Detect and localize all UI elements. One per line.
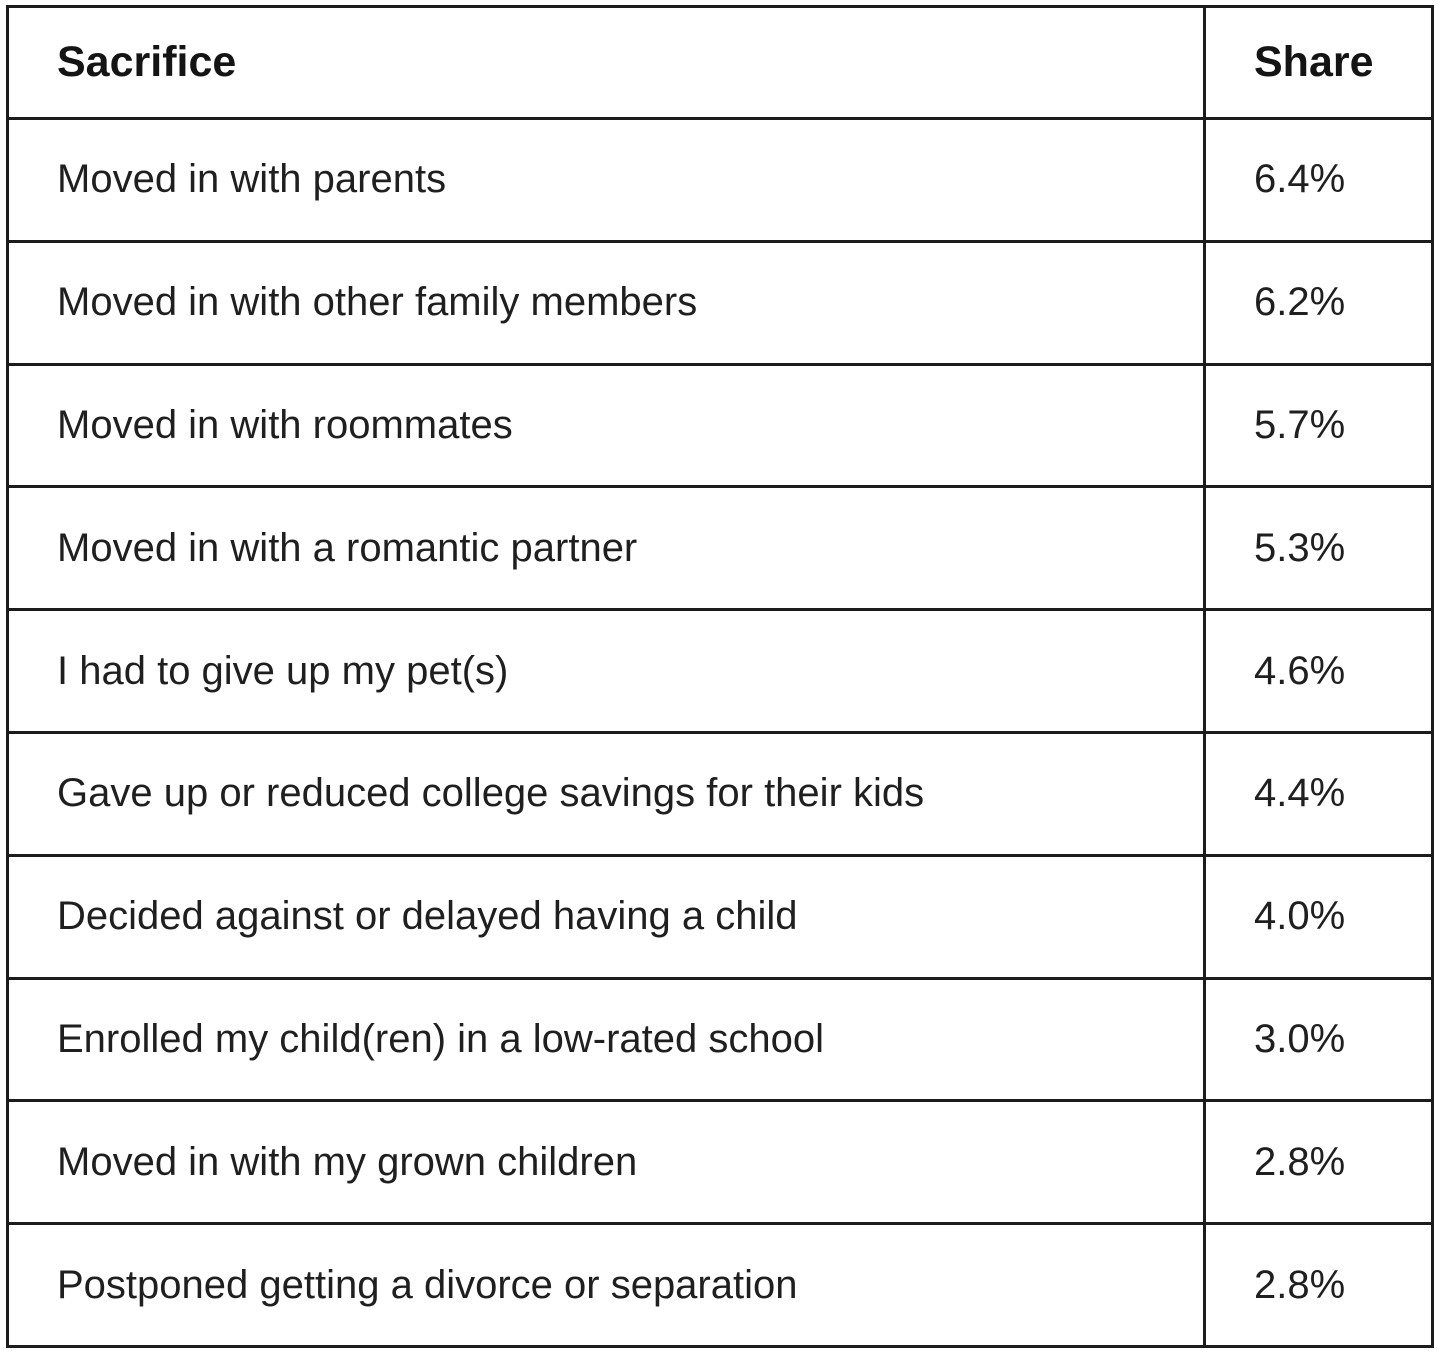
sacrifice-share-table: Sacrifice Share Moved in with parents 6.… xyxy=(6,5,1434,1348)
column-header-share: Share xyxy=(1203,5,1434,120)
share-cell: 6.4% xyxy=(1203,117,1434,243)
table-row: Moved in with roommates 5.7% xyxy=(6,362,1434,489)
table-row: Moved in with parents 6.4% xyxy=(6,117,1434,243)
sacrifice-cell: Decided against or delayed having a chil… xyxy=(6,853,1206,980)
sacrifice-cell: Moved in with other family members xyxy=(6,239,1206,366)
sacrifice-cell: Moved in with parents xyxy=(6,117,1206,243)
share-cell: 2.8% xyxy=(1203,1099,1434,1226)
sacrifice-cell: Moved in with my grown children xyxy=(6,1099,1206,1226)
share-cell: 5.7% xyxy=(1203,362,1434,489)
share-cell: 6.2% xyxy=(1203,239,1434,366)
sacrifice-cell: Moved in with roommates xyxy=(6,362,1206,489)
share-cell: 4.6% xyxy=(1203,608,1434,734)
column-header-sacrifice: Sacrifice xyxy=(6,5,1206,120)
table-row: Enrolled my child(ren) in a low-rated sc… xyxy=(6,976,1434,1103)
share-cell: 3.0% xyxy=(1203,976,1434,1103)
table-row: Moved in with a romantic partner 5.3% xyxy=(6,485,1434,612)
table-row: Moved in with other family members 6.2% xyxy=(6,239,1434,366)
table-row: Postponed getting a divorce or separatio… xyxy=(6,1222,1434,1348)
sacrifice-cell: Gave up or reduced college savings for t… xyxy=(6,730,1206,857)
table-row: Decided against or delayed having a chil… xyxy=(6,853,1434,980)
sacrifice-cell: Postponed getting a divorce or separatio… xyxy=(6,1222,1206,1348)
sacrifice-cell: I had to give up my pet(s) xyxy=(6,608,1206,734)
table-row: Gave up or reduced college savings for t… xyxy=(6,730,1434,857)
share-cell: 2.8% xyxy=(1203,1222,1434,1348)
table-body: Moved in with parents 6.4% Moved in with… xyxy=(6,117,1434,1348)
share-cell: 4.4% xyxy=(1203,730,1434,857)
sacrifice-cell: Enrolled my child(ren) in a low-rated sc… xyxy=(6,976,1206,1103)
header-row: Sacrifice Share xyxy=(6,5,1434,120)
table-row: Moved in with my grown children 2.8% xyxy=(6,1099,1434,1226)
share-cell: 4.0% xyxy=(1203,853,1434,980)
table-row: I had to give up my pet(s) 4.6% xyxy=(6,608,1434,734)
sacrifice-cell: Moved in with a romantic partner xyxy=(6,485,1206,612)
share-cell: 5.3% xyxy=(1203,485,1434,612)
